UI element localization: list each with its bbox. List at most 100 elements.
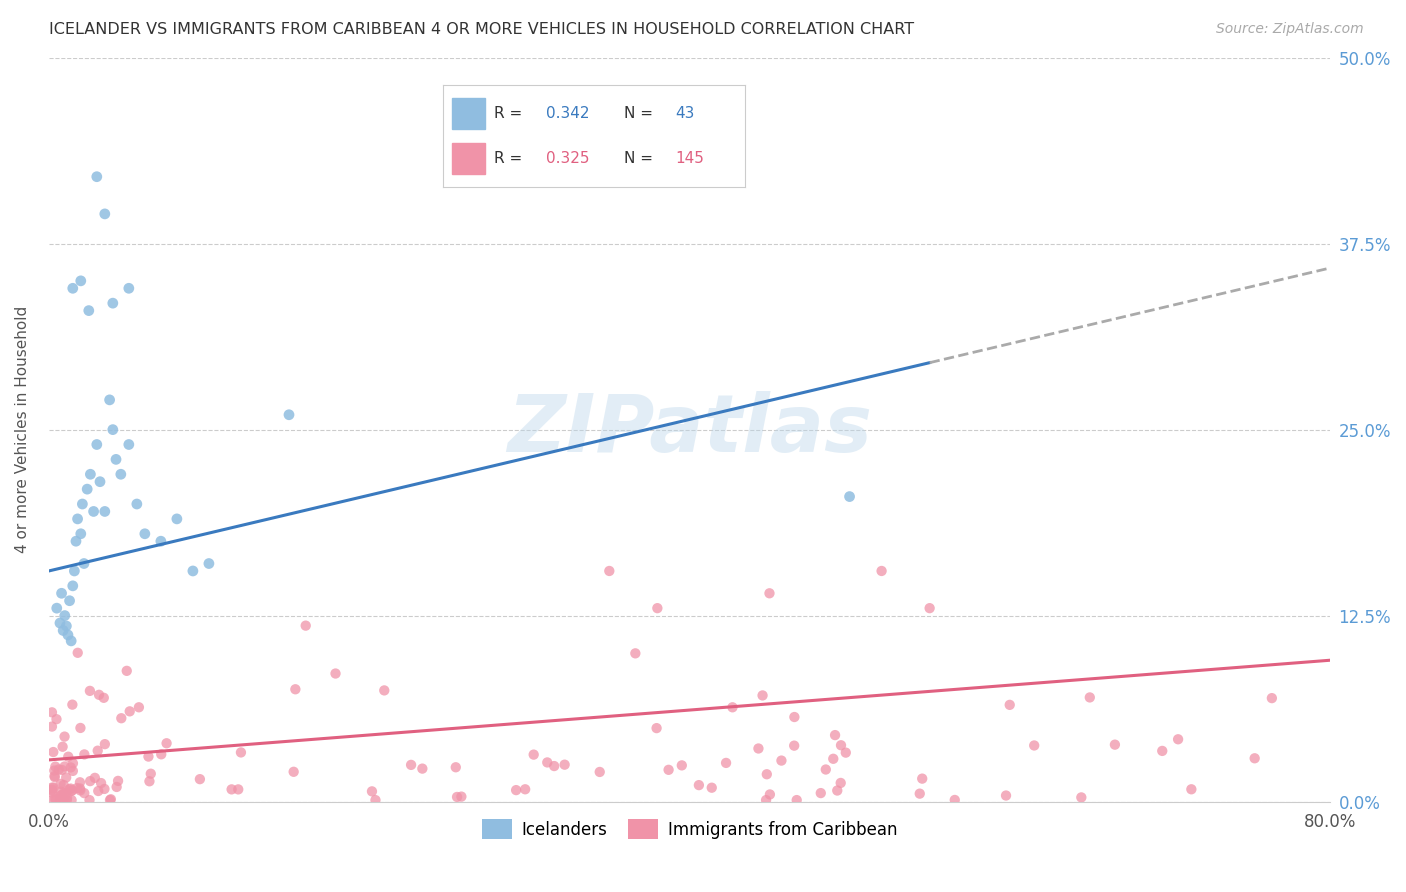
Point bbox=[62, 281, 84, 295]
Point bbox=[1104, 738, 1126, 752]
Point bbox=[52, 739, 75, 754]
Point bbox=[125, 497, 148, 511]
Point bbox=[101, 423, 124, 437]
Point bbox=[53, 730, 76, 744]
Point bbox=[221, 782, 243, 797]
Point bbox=[755, 793, 778, 807]
Point bbox=[41, 720, 63, 734]
Point bbox=[598, 564, 620, 578]
Point bbox=[58, 782, 80, 797]
Point bbox=[89, 475, 111, 489]
Point bbox=[56, 790, 79, 805]
Point bbox=[42, 780, 65, 795]
Point bbox=[87, 688, 110, 702]
Point bbox=[450, 789, 472, 804]
Point bbox=[783, 710, 806, 724]
Point bbox=[59, 781, 82, 796]
Point bbox=[688, 778, 710, 792]
Point bbox=[58, 593, 80, 607]
Point bbox=[105, 452, 128, 467]
Point bbox=[751, 689, 773, 703]
Point bbox=[838, 490, 860, 504]
Point bbox=[139, 766, 162, 780]
Point bbox=[98, 392, 121, 407]
Bar bbox=[451, 98, 485, 128]
Point bbox=[42, 745, 65, 759]
Point bbox=[62, 764, 84, 778]
Point bbox=[44, 759, 66, 773]
Point bbox=[49, 784, 72, 798]
Bar bbox=[451, 144, 485, 174]
Point bbox=[1243, 751, 1265, 765]
Point bbox=[62, 756, 84, 771]
Point bbox=[60, 633, 83, 648]
Point bbox=[1180, 782, 1202, 797]
Text: 0.325: 0.325 bbox=[546, 151, 589, 166]
Point bbox=[69, 783, 91, 797]
Point bbox=[53, 786, 76, 800]
Point bbox=[755, 767, 778, 781]
Point bbox=[758, 586, 780, 600]
Point bbox=[53, 787, 76, 801]
Point bbox=[115, 664, 138, 678]
Point bbox=[523, 747, 546, 762]
Point bbox=[100, 792, 122, 806]
Point bbox=[52, 624, 75, 638]
Point bbox=[110, 711, 132, 725]
Point bbox=[86, 437, 108, 451]
Point bbox=[1152, 744, 1174, 758]
Point bbox=[325, 666, 347, 681]
Point bbox=[62, 579, 84, 593]
Point bbox=[69, 721, 91, 735]
Point bbox=[645, 721, 668, 735]
Point bbox=[60, 783, 83, 797]
Point bbox=[373, 683, 395, 698]
Point bbox=[58, 749, 80, 764]
Point bbox=[60, 698, 83, 712]
Point bbox=[647, 601, 669, 615]
Point bbox=[543, 759, 565, 773]
Point bbox=[45, 792, 67, 806]
Point bbox=[647, 118, 669, 132]
Point bbox=[1167, 732, 1189, 747]
Point bbox=[198, 557, 221, 571]
Point bbox=[76, 482, 98, 496]
Point bbox=[69, 526, 91, 541]
Point bbox=[110, 467, 132, 482]
Point bbox=[105, 780, 128, 794]
Point bbox=[41, 793, 63, 807]
Point bbox=[624, 646, 647, 660]
Point bbox=[747, 741, 769, 756]
Point bbox=[671, 758, 693, 772]
Point bbox=[53, 759, 76, 773]
Point bbox=[86, 744, 108, 758]
Point bbox=[1070, 790, 1092, 805]
Point bbox=[283, 764, 305, 779]
Point bbox=[94, 207, 117, 221]
Point bbox=[824, 728, 846, 742]
Point bbox=[51, 763, 73, 777]
Point bbox=[101, 296, 124, 310]
Point bbox=[79, 467, 101, 482]
Point bbox=[188, 772, 211, 786]
Point bbox=[536, 756, 558, 770]
Point bbox=[589, 764, 612, 779]
Point bbox=[783, 739, 806, 753]
Point bbox=[446, 789, 468, 804]
Text: R =: R = bbox=[495, 151, 527, 166]
Point bbox=[94, 504, 117, 518]
Point bbox=[73, 747, 96, 762]
Point bbox=[77, 303, 100, 318]
Point bbox=[41, 783, 63, 797]
Point bbox=[155, 736, 177, 750]
Point bbox=[1078, 690, 1101, 705]
Text: ICELANDER VS IMMIGRANTS FROM CARIBBEAN 4 OR MORE VEHICLES IN HOUSEHOLD CORRELATI: ICELANDER VS IMMIGRANTS FROM CARIBBEAN 4… bbox=[49, 22, 914, 37]
Point bbox=[825, 783, 848, 797]
Point bbox=[45, 712, 67, 726]
Point bbox=[41, 782, 63, 797]
Point bbox=[69, 274, 91, 288]
Point bbox=[278, 408, 301, 422]
Point bbox=[69, 781, 91, 796]
Point bbox=[49, 777, 72, 791]
Point bbox=[86, 169, 108, 184]
